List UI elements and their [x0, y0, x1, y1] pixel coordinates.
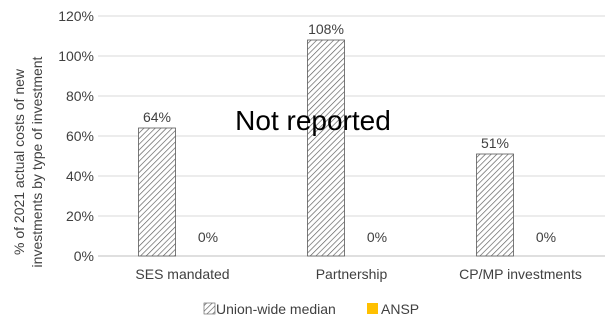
y-tick-label: 100% — [58, 48, 94, 64]
bar-union-wide-median — [477, 154, 514, 256]
legend: Union-wide median ANSP — [204, 301, 419, 317]
legend-swatch-ansp — [367, 303, 378, 314]
data-label-union-wide-median: 51% — [481, 135, 509, 151]
not-reported-annotation: Not reported — [235, 105, 391, 136]
bars — [139, 40, 514, 256]
x-tick-label: CP/MP investments — [459, 266, 582, 282]
y-axis-label-line2: investments by type of investment — [29, 56, 45, 267]
data-label-ansp: 0% — [198, 229, 218, 245]
legend-swatch-union-wide-median — [204, 303, 215, 314]
y-tick-label: 40% — [66, 168, 94, 184]
data-label-union-wide-median: 108% — [308, 21, 344, 37]
data-label-union-wide-median: 64% — [143, 109, 171, 125]
x-tick-label: SES mandated — [135, 266, 229, 282]
y-tick-label: 60% — [66, 128, 94, 144]
y-tick-label: 80% — [66, 88, 94, 104]
x-axis-labels: SES mandated Partnership CP/MP investments — [135, 266, 581, 282]
legend-label-ansp: ANSP — [381, 301, 419, 317]
y-tick-label: 20% — [66, 208, 94, 224]
x-tick-label: Partnership — [316, 266, 388, 282]
data-label-ansp: 0% — [367, 229, 387, 245]
y-axis-ticks: 0% 20% 40% 60% 80% 100% 120% — [58, 8, 94, 264]
bar-union-wide-median — [308, 40, 345, 256]
y-tick-label: 120% — [58, 8, 94, 24]
y-axis-label-line1: % of 2021 actual costs of new — [11, 68, 27, 255]
data-label-ansp: 0% — [536, 229, 556, 245]
bar-union-wide-median — [139, 128, 176, 256]
y-tick-label: 0% — [74, 248, 94, 264]
legend-label-union-wide-median: Union-wide median — [216, 301, 336, 317]
